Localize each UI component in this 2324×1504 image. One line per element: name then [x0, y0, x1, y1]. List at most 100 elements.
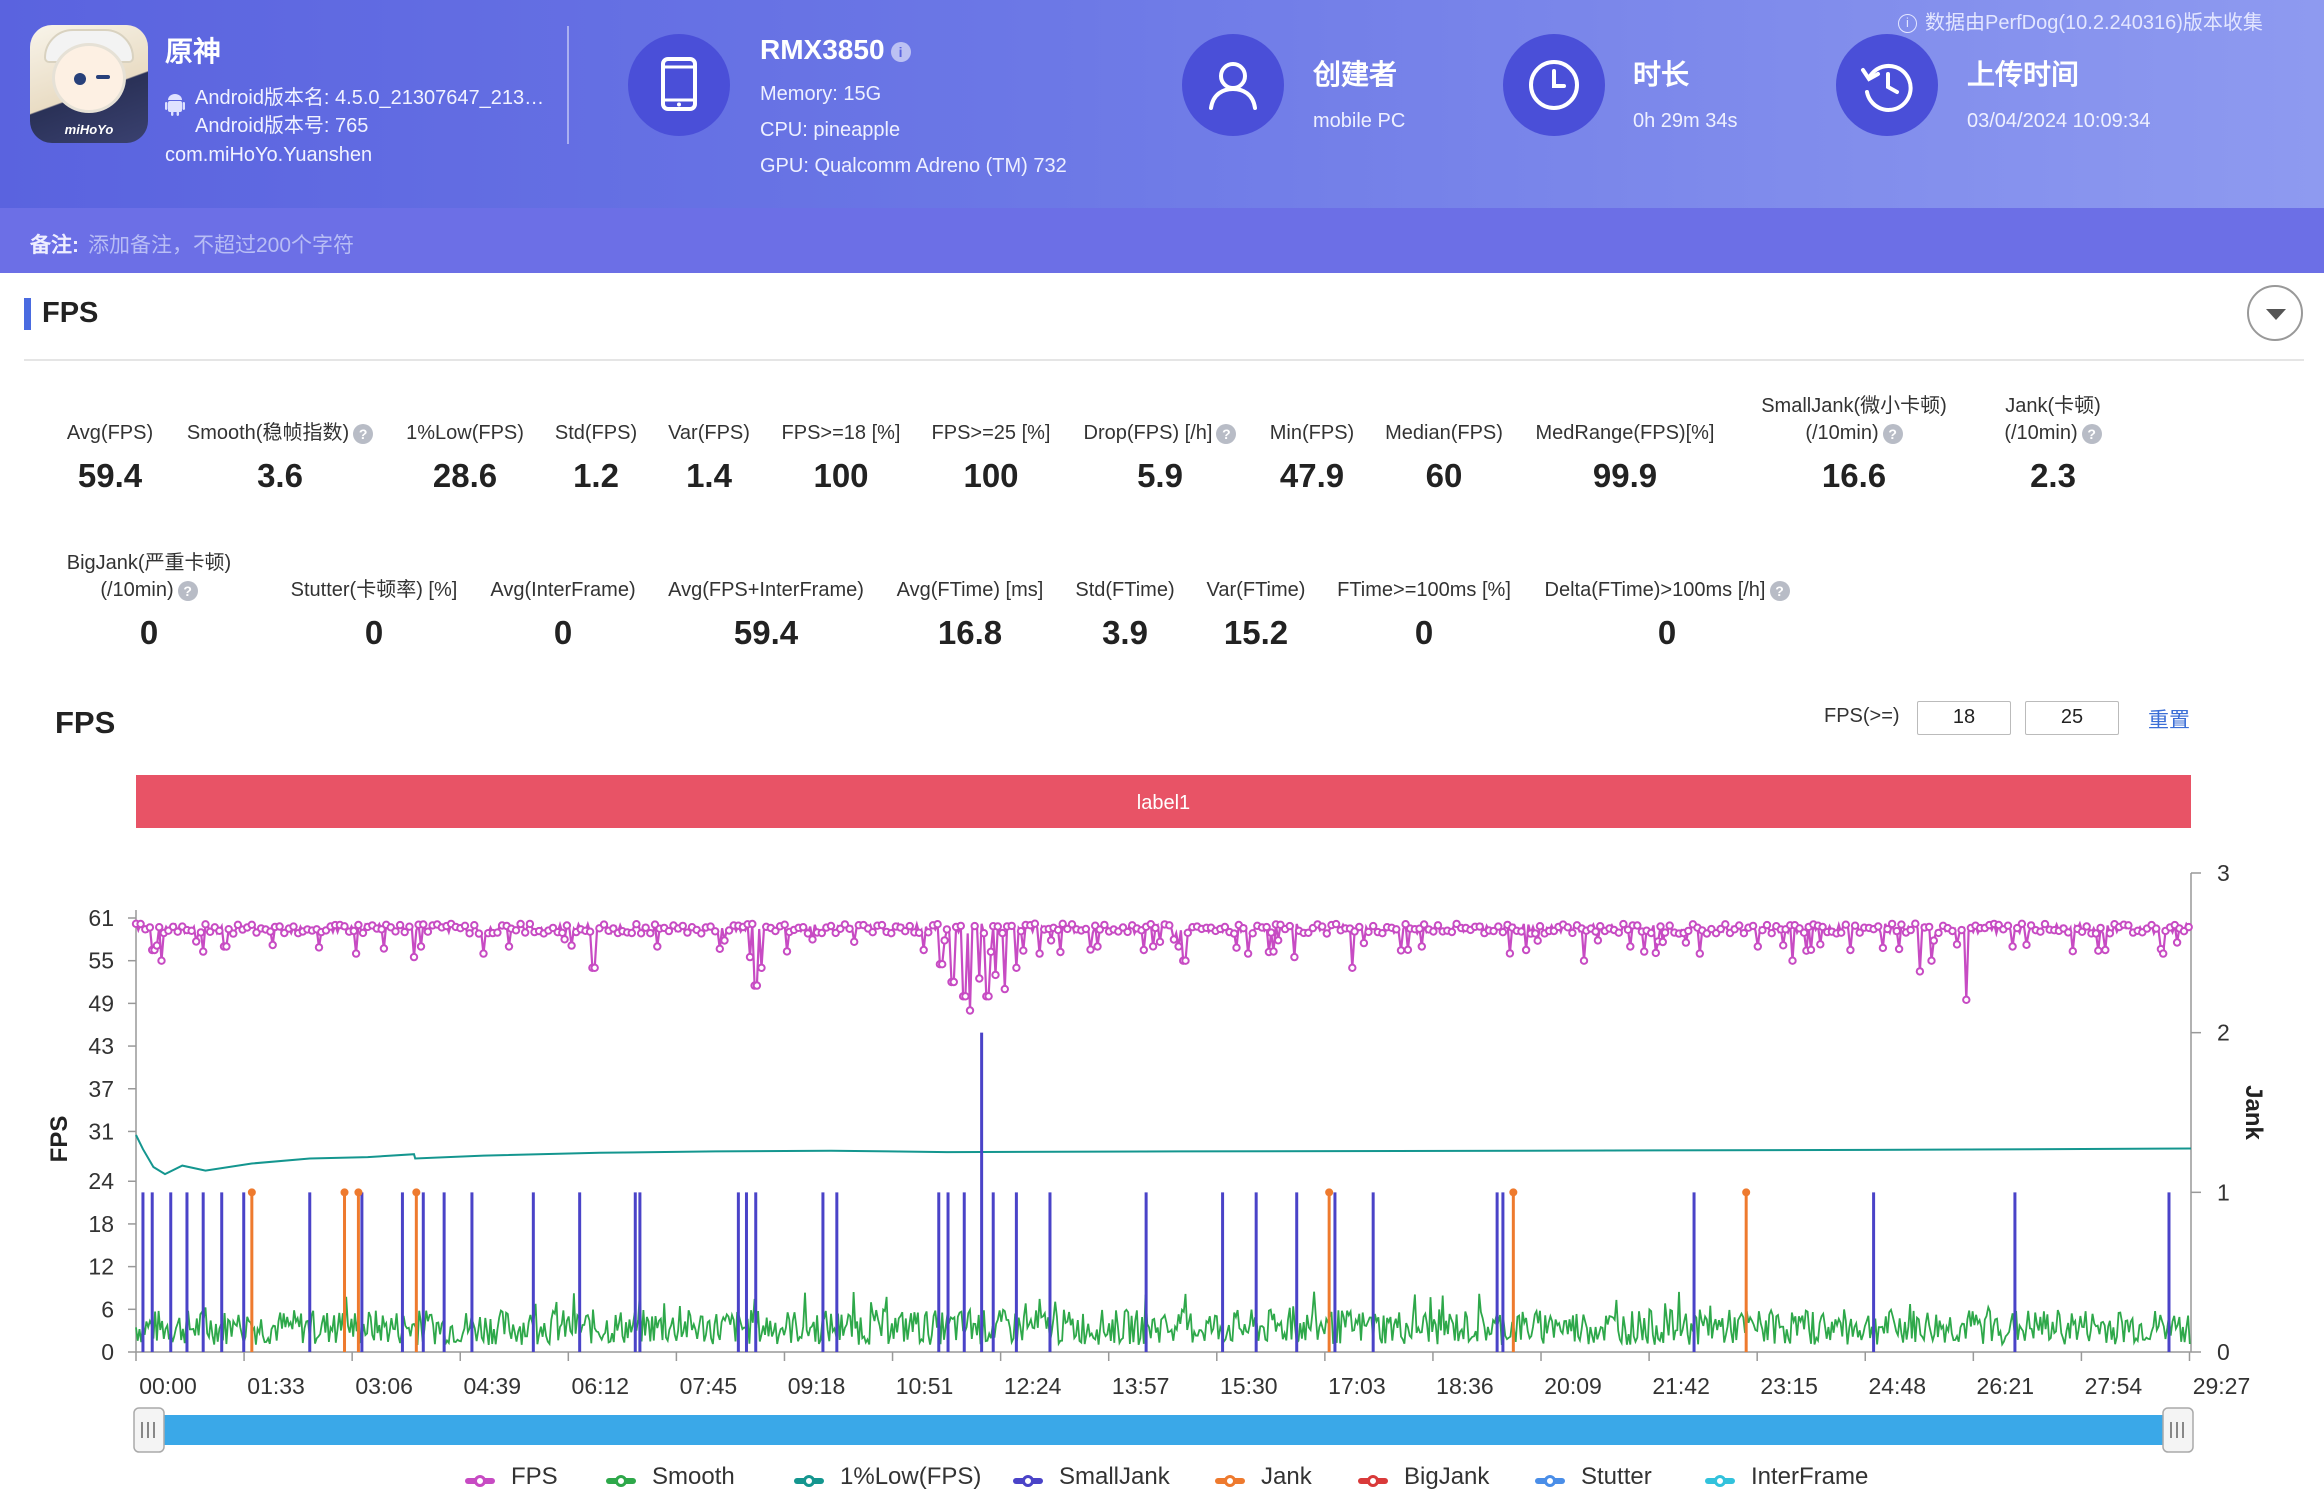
fps-point: [423, 927, 433, 936]
fps-point: [157, 956, 166, 965]
fps-point: [1100, 920, 1109, 930]
fps-point: [1579, 956, 1589, 965]
fps-point: [1906, 925, 1915, 935]
fps-point: [2017, 919, 2027, 929]
fps-point: [2003, 921, 2013, 930]
fps-point: [1016, 927, 1026, 936]
fps-point: [1350, 927, 1359, 936]
metric-10: Median(FPS) 60: [1284, 420, 1604, 495]
metric-label: Avg(InterFrame): [490, 579, 636, 601]
app-version-name: Android版本名: 4.5.0_21307647_213…: [195, 87, 545, 109]
metric-label: Avg(FPS+InterFrame): [668, 579, 864, 601]
fps-point: [1035, 949, 1044, 958]
reset-link[interactable]: 重置: [2148, 709, 2190, 732]
device-gpu: GPU: Qualcomm Adreno (TM) 732: [760, 155, 1067, 177]
metric-label: Delta(FTime)>100ms [/h]?: [1507, 577, 1827, 604]
fps-point: [1378, 929, 1387, 938]
app-name: 原神: [165, 36, 222, 67]
legend-swatch: [1013, 1475, 1043, 1487]
fps-point: [1619, 919, 1628, 929]
fps-point: [1850, 921, 1860, 930]
fps-point: [516, 919, 525, 929]
fps-point: [1348, 963, 1357, 973]
help-icon[interactable]: ?: [1882, 423, 1903, 444]
fps-point: [152, 941, 162, 950]
fps-point: [868, 928, 877, 937]
fps-point: [1267, 928, 1276, 937]
fps-threshold-2-input[interactable]: 25: [2025, 701, 2119, 735]
fps-point: [1952, 940, 1962, 949]
fps-point: [1183, 928, 1193, 938]
x-tick-label: 27:54: [2085, 1373, 2143, 1399]
fps-point: [664, 926, 674, 936]
fps-point: [1063, 924, 1072, 934]
fps-point: [1633, 921, 1642, 930]
fps-point: [1447, 927, 1457, 937]
fps-threshold-1-input[interactable]: 18: [1917, 701, 2011, 735]
fps-point: [998, 928, 1007, 938]
fps-point: [803, 929, 813, 938]
metric-value: 16.8: [937, 614, 1003, 651]
fps-point: [1248, 929, 1257, 938]
fps-point: [683, 928, 692, 937]
fps-point: [1290, 952, 1299, 962]
metric-1: BigJank(严重卡顿) (/10min)? 0: [0, 550, 309, 652]
fps-point: [1962, 995, 1971, 1005]
help-icon[interactable]: ?: [177, 580, 198, 601]
metric-value: 15.2: [1223, 614, 1289, 651]
y-axis-label-right: Jank: [2240, 1085, 2267, 1140]
label-band-text: label1: [1137, 792, 1190, 814]
legend-label: Stutter: [1581, 1463, 1652, 1490]
fps-point: [1591, 927, 1600, 936]
fps-point: [275, 922, 284, 931]
metric-label: MedRange(FPS)[%]: [1535, 422, 1715, 444]
metric-value: 47.9: [1279, 457, 1345, 494]
fps-point: [924, 928, 933, 937]
fps-point: [400, 927, 409, 937]
fps-point: [1364, 927, 1373, 937]
fps-point: [1695, 949, 1705, 958]
fps-point: [979, 929, 989, 938]
fps-point: [1948, 926, 1957, 936]
fps-point: [470, 921, 479, 930]
collapse-button[interactable]: [2247, 285, 2303, 341]
help-icon[interactable]: ?: [2081, 423, 2102, 444]
fps-point: [1721, 920, 1730, 929]
fps-point: [1220, 922, 1230, 932]
fps-point: [2152, 924, 2161, 933]
fps-point: [196, 928, 206, 937]
fps-point: [2022, 940, 2031, 950]
fps-point: [1151, 923, 1160, 933]
fps-point: [358, 928, 368, 938]
legend-swatch: [1215, 1475, 1245, 1487]
device-info-icon[interactable]: i: [890, 41, 911, 62]
metric-label: Var(FPS): [668, 422, 750, 444]
help-icon[interactable]: ?: [1769, 580, 1790, 601]
fps-point: [757, 963, 766, 973]
fps-point: [1684, 926, 1693, 936]
fps-points: [131, 919, 2193, 1015]
fps-point: [247, 920, 257, 930]
fps-point: [641, 923, 650, 932]
x-tick-label: 21:42: [1652, 1373, 1710, 1399]
upload-label: 上传时间: [1967, 59, 2080, 90]
x-tick-label: 01:33: [247, 1373, 305, 1399]
metric-8: Drop(FPS) [/h]? 5.9: [1000, 420, 1320, 495]
fps-point: [697, 929, 706, 938]
note-input[interactable]: 添加备注，不超过200个字符: [88, 234, 355, 257]
fps-point: [817, 928, 826, 938]
note-bar: 备注: 添加备注，不超过200个字符: [0, 208, 2324, 273]
fps-point: [2077, 927, 2087, 937]
fps-point: [391, 927, 400, 936]
y-tick-label: 43: [88, 1033, 114, 1059]
metric-value: 0: [139, 614, 159, 651]
help-icon[interactable]: ?: [1216, 423, 1237, 444]
fps-point: [748, 919, 757, 929]
phone-icon: [628, 34, 730, 136]
fps-point: [173, 927, 182, 936]
help-icon[interactable]: ?: [353, 423, 374, 444]
fps-point: [1915, 967, 1925, 976]
y-right-tick-label: 0: [2217, 1339, 2230, 1365]
fps-point: [1046, 936, 1056, 945]
fps-point: [1396, 946, 1406, 955]
